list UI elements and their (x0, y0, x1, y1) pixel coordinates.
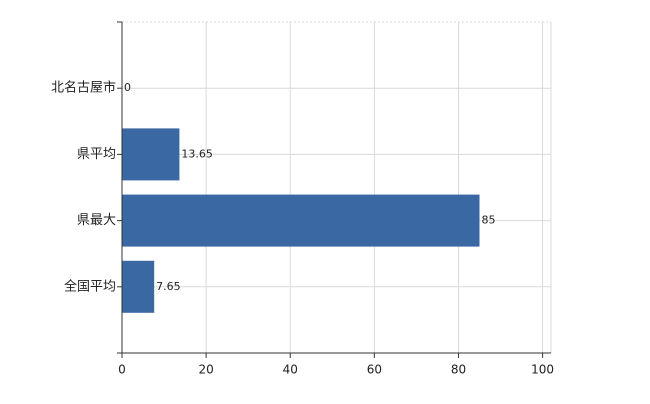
x-tick-label: 20 (198, 363, 213, 377)
data-label: 7.65 (156, 280, 181, 293)
x-tick-label: 60 (367, 363, 382, 377)
x-tick-label: 80 (451, 363, 466, 377)
data-label: 13.65 (181, 147, 213, 160)
bar (122, 128, 180, 181)
x-tick-label: 0 (118, 363, 126, 377)
y-tick-label: 県最大 (77, 213, 116, 228)
y-tick-label: 県平均 (77, 147, 116, 162)
bar (122, 260, 155, 313)
data-label: 85 (482, 214, 496, 227)
bar (122, 194, 480, 247)
y-tick-label: 全国平均 (64, 278, 116, 294)
x-tick-label: 100 (531, 363, 554, 377)
x-tick-label: 40 (283, 363, 298, 377)
y-tick-label: 北名古屋市 (51, 80, 116, 96)
data-label: 0 (124, 81, 131, 94)
